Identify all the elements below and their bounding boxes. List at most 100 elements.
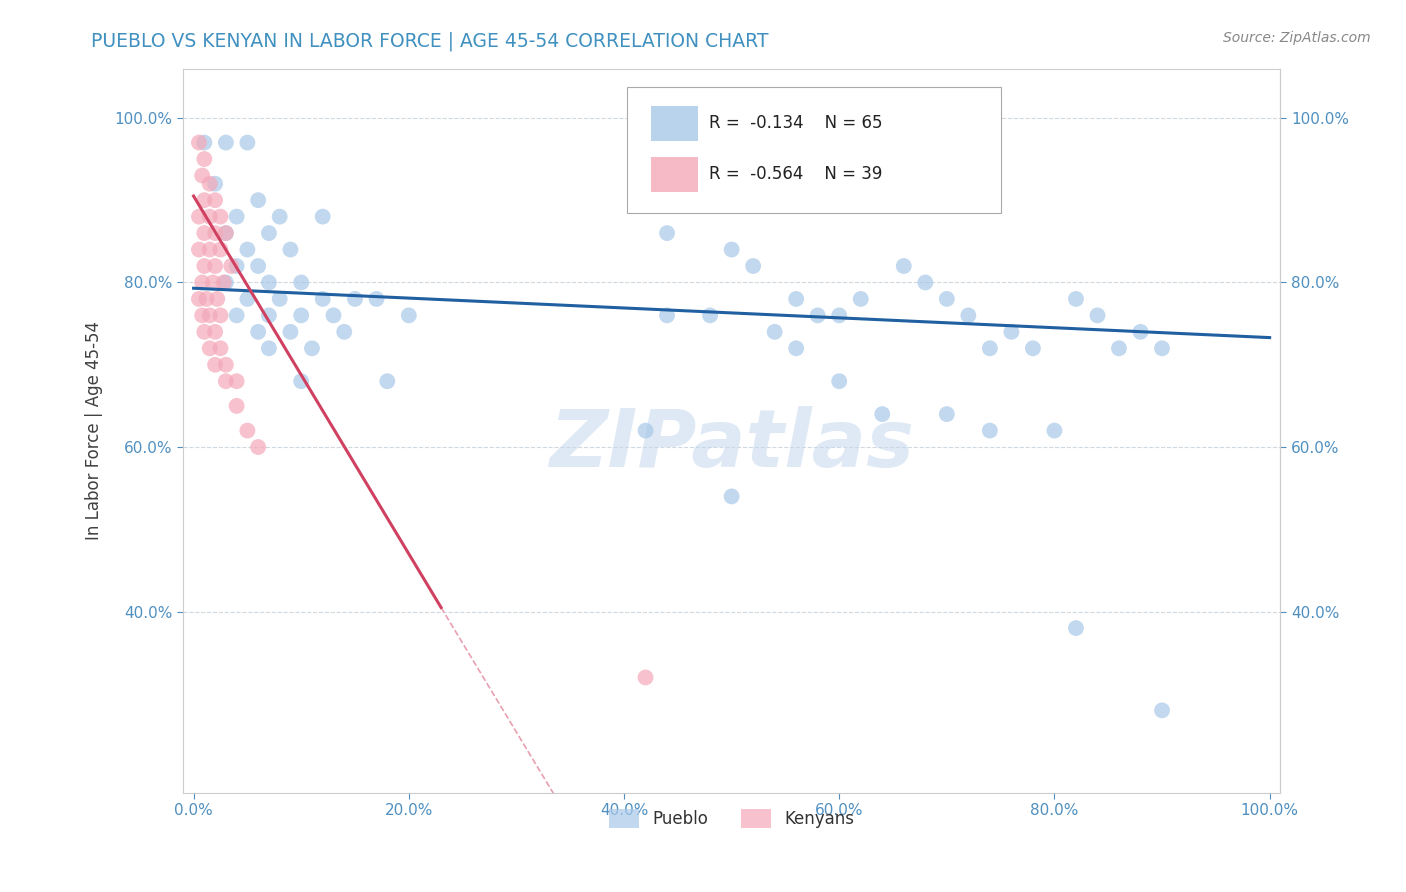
FancyBboxPatch shape	[651, 106, 697, 141]
Point	[204, 226, 226, 240]
Point	[785, 341, 807, 355]
Point	[204, 177, 226, 191]
Point	[204, 358, 226, 372]
Point	[312, 292, 335, 306]
Point	[634, 670, 657, 684]
Point	[914, 276, 936, 290]
Point	[209, 309, 232, 323]
Point	[209, 210, 232, 224]
Y-axis label: In Labor Force | Age 45-54: In Labor Force | Age 45-54	[86, 321, 103, 540]
FancyBboxPatch shape	[651, 157, 697, 192]
Point	[215, 374, 238, 388]
Point	[215, 136, 238, 150]
Point	[204, 193, 226, 207]
Point	[763, 325, 786, 339]
Point	[849, 292, 872, 306]
Point	[699, 309, 721, 323]
Point	[1064, 292, 1087, 306]
Point	[1064, 621, 1087, 635]
Point	[655, 226, 678, 240]
Point	[1000, 325, 1022, 339]
Point	[236, 424, 259, 438]
Point	[828, 374, 851, 388]
Point	[225, 374, 247, 388]
Point	[198, 243, 221, 257]
Text: ZIPatlas: ZIPatlas	[550, 406, 914, 484]
Point	[225, 399, 247, 413]
Point	[209, 243, 232, 257]
Point	[225, 210, 247, 224]
Point	[290, 374, 312, 388]
Point	[219, 259, 242, 273]
Point	[1129, 325, 1152, 339]
Point	[366, 292, 388, 306]
Point	[807, 309, 830, 323]
Point	[195, 292, 218, 306]
Point	[236, 292, 259, 306]
Point	[828, 309, 851, 323]
Point	[188, 210, 211, 224]
Text: R =  -0.134    N = 65: R = -0.134 N = 65	[709, 114, 882, 132]
Point	[198, 210, 221, 224]
Point	[290, 276, 312, 290]
Point	[893, 259, 915, 273]
Point	[398, 309, 420, 323]
Point	[1022, 341, 1045, 355]
Point	[247, 440, 270, 454]
Point	[191, 309, 214, 323]
Point	[204, 259, 226, 273]
Point	[1150, 703, 1173, 717]
Point	[343, 292, 366, 306]
Point	[375, 374, 398, 388]
Point	[247, 193, 270, 207]
Point	[193, 152, 215, 166]
Point	[312, 210, 335, 224]
Point	[1150, 341, 1173, 355]
Point	[655, 309, 678, 323]
Point	[188, 292, 211, 306]
Point	[280, 325, 302, 339]
Point	[269, 210, 291, 224]
Point	[191, 169, 214, 183]
Point	[207, 292, 229, 306]
Point	[193, 193, 215, 207]
Point	[870, 407, 893, 421]
Point	[215, 358, 238, 372]
Point	[742, 259, 765, 273]
Point	[979, 424, 1001, 438]
Point	[979, 341, 1001, 355]
Point	[935, 407, 957, 421]
Point	[247, 325, 270, 339]
Point	[193, 325, 215, 339]
Point	[188, 136, 211, 150]
Point	[957, 309, 980, 323]
Text: PUEBLO VS KENYAN IN LABOR FORCE | AGE 45-54 CORRELATION CHART: PUEBLO VS KENYAN IN LABOR FORCE | AGE 45…	[91, 31, 769, 51]
Point	[720, 490, 742, 504]
Point	[280, 243, 302, 257]
Point	[720, 243, 742, 257]
Point	[257, 226, 280, 240]
Point	[634, 193, 657, 207]
Point	[236, 136, 259, 150]
Point	[1087, 309, 1109, 323]
Legend: Pueblo, Kenyans: Pueblo, Kenyans	[602, 803, 862, 835]
Text: R =  -0.564    N = 39: R = -0.564 N = 39	[709, 164, 882, 183]
Point	[198, 177, 221, 191]
Point	[193, 259, 215, 273]
Point	[269, 292, 291, 306]
Point	[193, 226, 215, 240]
Point	[191, 276, 214, 290]
Point	[257, 309, 280, 323]
Text: Source: ZipAtlas.com: Source: ZipAtlas.com	[1223, 31, 1371, 45]
Point	[1108, 341, 1130, 355]
Point	[322, 309, 344, 323]
Point	[236, 243, 259, 257]
Point	[935, 292, 957, 306]
Point	[247, 259, 270, 273]
Point	[212, 276, 235, 290]
Point	[257, 276, 280, 290]
Point	[333, 325, 356, 339]
Point	[215, 276, 238, 290]
Point	[634, 424, 657, 438]
Point	[198, 309, 221, 323]
